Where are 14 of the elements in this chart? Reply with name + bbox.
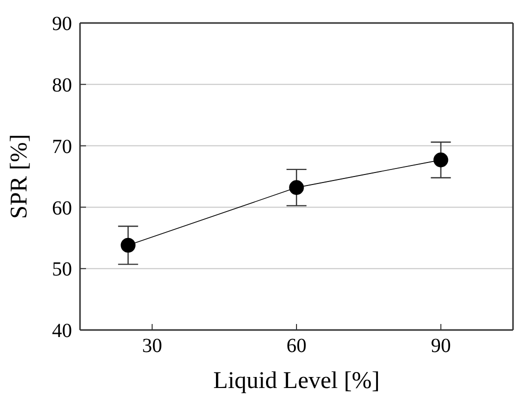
point (120, 238, 136, 253)
y-tick-label: 60 (52, 197, 72, 220)
y-tick-label: 50 (52, 258, 72, 281)
x-tick-label: 90 (430, 335, 451, 358)
x-tick-label: 30 (142, 335, 162, 358)
y-tick-label: 40 (52, 320, 72, 342)
y-tick-label: 70 (52, 136, 72, 158)
point (289, 180, 304, 195)
x-tick-label: 60 (286, 335, 306, 358)
y-tick-label: 90 (52, 13, 72, 36)
point (433, 152, 448, 168)
x-axis-title: Liquid Level [%] (213, 368, 380, 394)
y-tick-label: 80 (52, 74, 72, 96)
y-axis-title: SPR [%] (6, 134, 33, 219)
